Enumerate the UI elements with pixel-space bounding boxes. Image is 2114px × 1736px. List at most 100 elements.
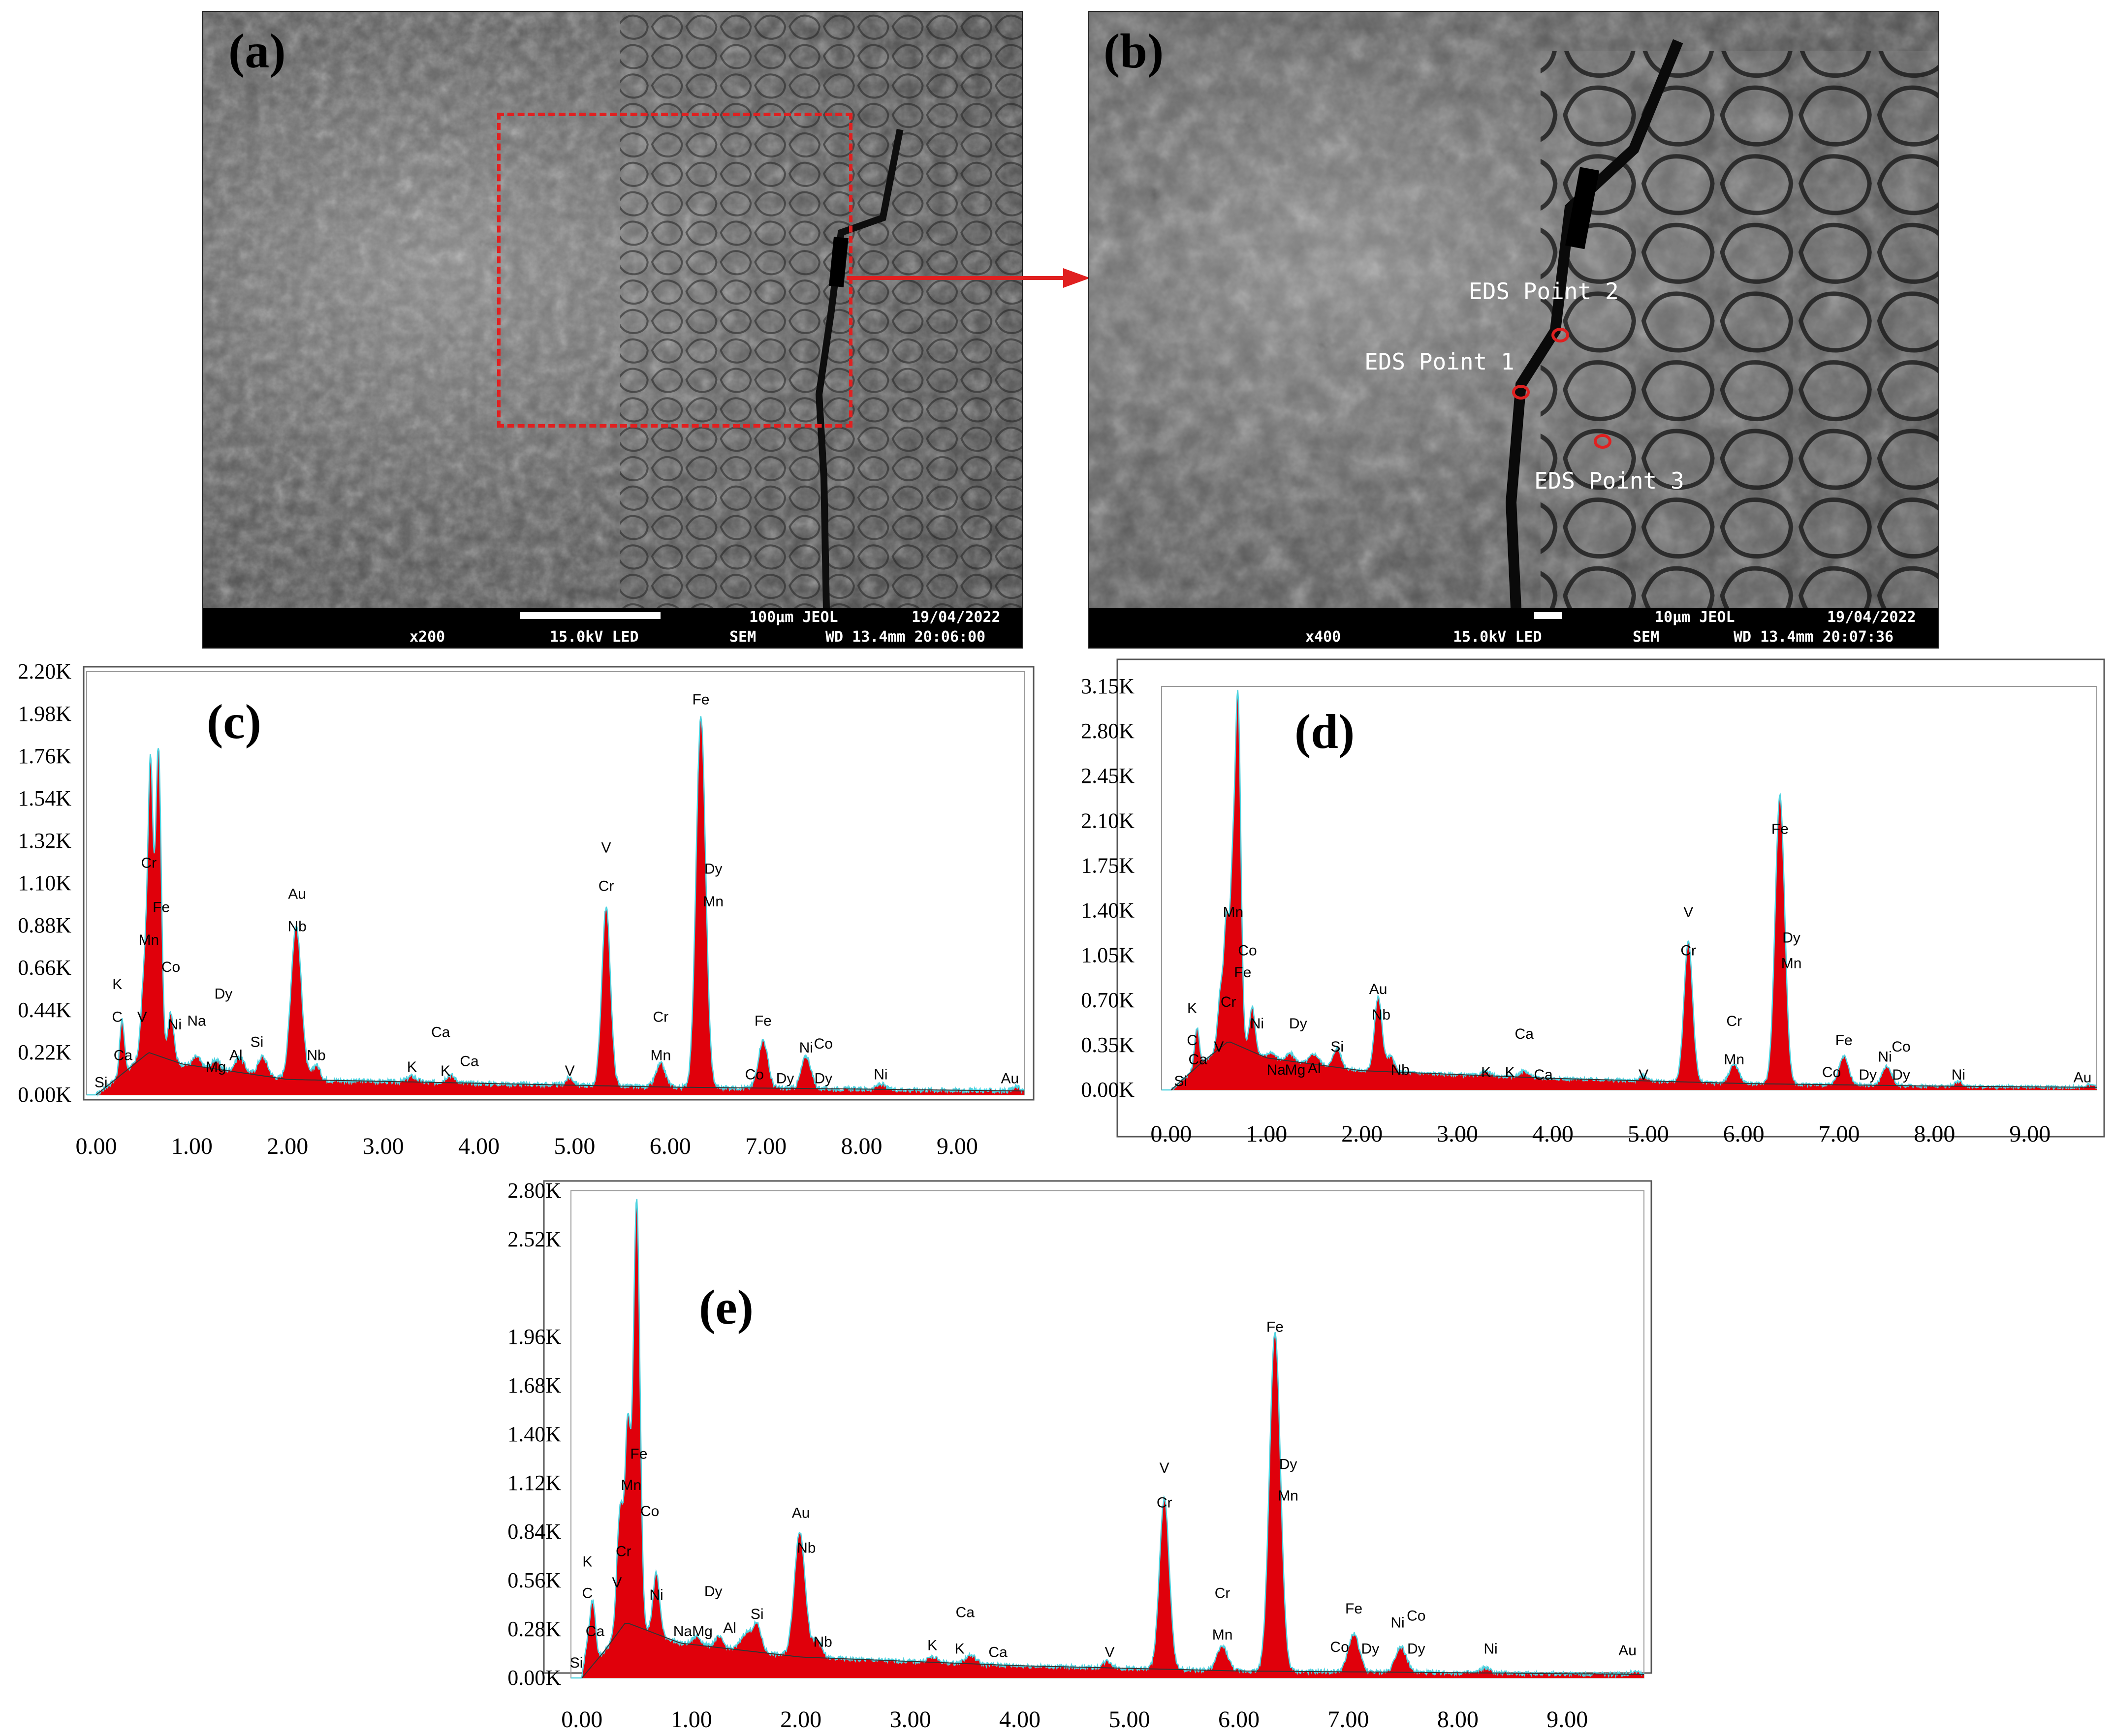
peak-label: K — [407, 1059, 417, 1075]
sem-infobar-b: 10µm JEOL 19/04/2022 x400 15.0kV LED SEM… — [1089, 608, 1938, 648]
x-tick-label: 8.00 — [1914, 1121, 1955, 1147]
x-tick-label: 9.00 — [2009, 1121, 2051, 1147]
y-tick-label: 0.56K — [507, 1568, 561, 1592]
x-tick-label: 6.00 — [1723, 1121, 1765, 1147]
peak-label: C — [1187, 1032, 1198, 1049]
y-tick-label: 0.70K — [1081, 988, 1135, 1012]
peak-label: Nb — [1372, 1007, 1390, 1023]
spectrum-outline — [1162, 689, 2097, 1091]
x-tick-label: 7.00 — [1327, 1706, 1369, 1733]
wd-time-text-b: WD 13.4mm 20:07:36 — [1734, 628, 1894, 646]
peak-label: Cr — [1680, 943, 1696, 959]
background-fit-line — [1170, 1041, 2097, 1090]
y-tick-label: 0.00K — [18, 1083, 71, 1107]
peak-label: Si — [251, 1034, 264, 1050]
eds-point-1-label: EDS Point 1 — [1364, 348, 1515, 375]
peak-label: Au — [1001, 1071, 1019, 1087]
peak-label: Dy — [1361, 1641, 1380, 1657]
spectrum-frame — [1116, 658, 2105, 1138]
y-tick-label: 1.96K — [507, 1325, 561, 1349]
peak-label: Dy — [814, 1071, 832, 1087]
y-tick-label: 0.28K — [507, 1617, 561, 1641]
y-tick-label: 2.45K — [1081, 764, 1135, 788]
peak-label: Co — [1822, 1064, 1841, 1081]
peak-label: V — [565, 1063, 575, 1079]
peak-label: K — [441, 1063, 450, 1079]
x-tick-label: 3.00 — [363, 1133, 404, 1159]
roi-box — [497, 113, 852, 428]
sem-infobar-a: 100µm JEOL 19/04/2022 x200 15.0kV LED SE… — [203, 608, 1022, 648]
y-tick-label: 0.44K — [18, 998, 71, 1022]
peak-label: Ca — [988, 1644, 1008, 1661]
peak-label: K — [582, 1554, 592, 1570]
peak-label: Fe — [153, 899, 170, 916]
y-tick-label: 1.12K — [507, 1471, 561, 1495]
peak-label: Cr — [141, 855, 157, 871]
x-tick-label: 5.00 — [1108, 1706, 1150, 1733]
peak-label: Fe — [1345, 1601, 1362, 1617]
peak-label: Dy — [1289, 1016, 1307, 1032]
y-tick-label: 1.05K — [1081, 943, 1135, 967]
peak-label: Au — [1369, 981, 1388, 997]
sem-image-a: (a) 100µm JEOL 19/04/2022 x200 15.0kV LE… — [202, 11, 1023, 649]
x-tick-label: 3.00 — [1437, 1121, 1478, 1147]
peak-label: Fe — [630, 1446, 647, 1462]
peak-label: Cr — [599, 878, 614, 895]
x-tick-label: 7.00 — [745, 1133, 787, 1159]
scale-bar-a — [520, 612, 661, 619]
peak-label: Si — [570, 1655, 583, 1671]
sem-texture-a — [203, 12, 1022, 648]
peak-label: Cr — [616, 1544, 631, 1560]
peak-label: V — [137, 1009, 147, 1025]
peak-label: Au — [2074, 1069, 2092, 1085]
peak-label: Si — [751, 1606, 764, 1622]
scale-text-a: 100µm JEOL — [749, 609, 838, 626]
peak-label: Nb — [307, 1048, 325, 1064]
peak-label: Mn — [1724, 1052, 1744, 1068]
y-tick-label: 3.15K — [1081, 674, 1135, 698]
peak-label: Co — [1892, 1039, 1910, 1055]
date-text-b: 19/04/2022 — [1827, 609, 1916, 626]
peak-label: K — [955, 1641, 965, 1657]
peak-label: Nb — [1391, 1062, 1410, 1078]
peak-label: Ca — [460, 1053, 479, 1069]
peak-label: Nb — [813, 1634, 832, 1650]
peak-label: Dy — [1859, 1067, 1877, 1083]
mode-text-b: SEM — [1633, 628, 1660, 646]
peak-label: Si — [95, 1074, 108, 1090]
y-tick-label: 0.84K — [507, 1519, 561, 1544]
panel-label: (c) — [207, 694, 261, 749]
spectrum-frame — [83, 666, 1035, 1101]
sem-image-b: (b) EDS Point 2 EDS Point 1 EDS Point 3 … — [1088, 11, 1939, 649]
peak-label: Dy — [776, 1071, 794, 1087]
peak-label: Dy — [704, 1583, 723, 1600]
peak-label: Ca — [1188, 1052, 1207, 1068]
peak-label: Fe — [1835, 1032, 1853, 1049]
y-tick-label: 1.40K — [1081, 899, 1135, 923]
y-tick-label: 1.54K — [18, 786, 71, 810]
peak-label: Co — [814, 1036, 833, 1052]
peak-label: Cr — [1157, 1495, 1172, 1511]
panel-label: (d) — [1294, 704, 1355, 759]
background-fit-line — [581, 1622, 1644, 1678]
peak-label: Co — [1238, 943, 1257, 959]
peak-label: Au — [288, 886, 306, 902]
peak-label: V — [601, 839, 611, 856]
voltage-text-a: 15.0kV LED — [550, 628, 639, 646]
peak-label: Fe — [1266, 1319, 1284, 1335]
peak-label: Mn — [1278, 1488, 1298, 1504]
peak-label: Mg — [692, 1623, 713, 1640]
x-tick-label: 4.00 — [1532, 1121, 1574, 1147]
peak-label: Dy — [1279, 1457, 1297, 1473]
peak-label: K — [1505, 1064, 1515, 1081]
scale-bar-b — [1534, 612, 1562, 619]
peak-label: Mn — [703, 894, 724, 910]
x-tick-label: 2.00 — [1341, 1121, 1383, 1147]
peak-label: Mn — [1781, 956, 1802, 972]
peak-label: Co — [640, 1503, 659, 1519]
eds-point-2-label: EDS Point 2 — [1469, 278, 1619, 305]
eds-point-3-label: EDS Point 3 — [1534, 467, 1684, 494]
peak-label: Cr — [1215, 1585, 1231, 1601]
